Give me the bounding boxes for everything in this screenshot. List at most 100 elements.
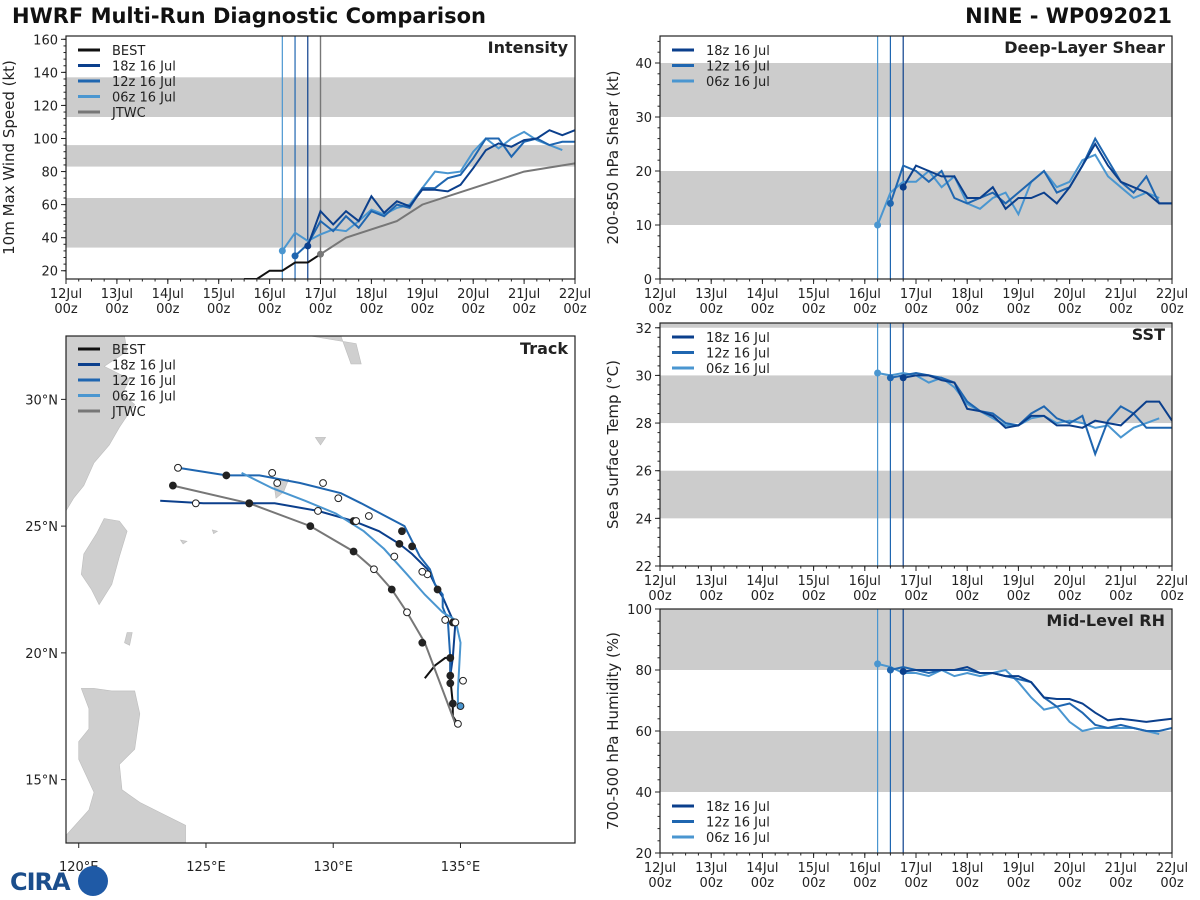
sst-xtick-label: 00z xyxy=(700,589,724,604)
sst-xtick-label: 16Jul xyxy=(849,574,881,589)
shear-xtick-label: 00z xyxy=(904,302,928,317)
shear-xtick-label: 00z xyxy=(1007,302,1031,317)
land-amami xyxy=(314,437,327,446)
rh-panel-title: Mid-Level RH xyxy=(1046,611,1165,630)
rh-xtick-label: 00z xyxy=(648,876,672,891)
track-marker-r12 xyxy=(364,512,373,520)
sst-series-start-r18 xyxy=(899,374,907,382)
shear-ytick-label: 30 xyxy=(635,111,652,126)
rh-xtick-label: 19Jul xyxy=(1002,861,1034,876)
intensity-legend-label: 06z 16 Jul xyxy=(112,91,176,106)
intensity-xtick-label: 00z xyxy=(411,302,435,317)
track-lon-label: 130°E xyxy=(313,860,353,875)
shear-legend-label: 18z 16 Jul xyxy=(706,44,770,59)
sst-xtick-label: 21Jul xyxy=(1105,574,1137,589)
track-series-r12 xyxy=(177,466,452,684)
sst-xtick-label: 12Jul xyxy=(644,574,676,589)
track-marker-jtwc xyxy=(387,585,396,594)
rh-xtick-label: 21Jul xyxy=(1105,861,1137,876)
intensity-xtick-label: 00z xyxy=(54,302,78,317)
rh-xtick-label: 00z xyxy=(802,876,826,891)
intensity-legend-label: 12z 16 Jul xyxy=(112,75,176,90)
sst-ytick-label: 24 xyxy=(635,512,652,527)
rh-xtick-label: 00z xyxy=(1007,876,1031,891)
shear-xtick-label: 20Jul xyxy=(1053,287,1085,302)
rh-ytick-label: 20 xyxy=(635,847,652,862)
intensity-xtick-label: 17Jul xyxy=(304,287,336,302)
rh-xtick-label: 20Jul xyxy=(1053,861,1085,876)
track-legend-label: BEST xyxy=(112,343,145,358)
intensity-series-r12 xyxy=(294,137,575,257)
track-marker-r18 xyxy=(395,539,404,548)
intensity-series-start-r06 xyxy=(278,247,286,255)
track-marker-best xyxy=(454,719,462,728)
sst-xtick-label: 00z xyxy=(802,589,826,604)
rh-legend-label: 12z 16 Jul xyxy=(706,816,770,831)
rh-series-r06 xyxy=(877,662,1160,735)
intensity-ytick-label: 40 xyxy=(41,232,58,247)
track-marker-r18 xyxy=(314,507,322,515)
storm-id: NINE - WP092021 xyxy=(965,4,1172,28)
rh-ytick-label: 40 xyxy=(635,786,652,801)
rh-panel: 12Jul00z13Jul00z14Jul00z15Jul00z16Jul00z… xyxy=(604,603,1188,891)
rh-band xyxy=(660,731,1172,792)
intensity-xtick-label: 13Jul xyxy=(101,287,133,302)
track-marker-best xyxy=(448,699,457,708)
logo-mark-icon xyxy=(78,866,108,896)
intensity-legend-label: JTWC xyxy=(111,106,146,121)
track-legend-label: JTWC xyxy=(111,405,146,420)
track-marker-r18 xyxy=(433,585,442,594)
shear-plot-area xyxy=(660,36,1172,279)
rh-ylabel: 700-500 hPa Humidity (%) xyxy=(604,632,622,830)
shear-xtick-label: 00z xyxy=(751,302,775,317)
intensity-series-jtwc xyxy=(319,162,575,256)
sst-panel: 12Jul00z13Jul00z14Jul00z15Jul00z16Jul00z… xyxy=(604,322,1188,604)
land-ishigaki xyxy=(179,539,188,545)
intensity-ytick-label: 120 xyxy=(33,99,58,114)
shear-xtick-label: 00z xyxy=(1109,302,1133,317)
shear-xtick-label: 00z xyxy=(1160,302,1184,317)
track-marker-r18 xyxy=(191,499,200,508)
land-miyako xyxy=(211,529,219,535)
intensity-series-best xyxy=(244,253,322,279)
shear-xtick-label: 15Jul xyxy=(797,287,829,302)
track-marker-jtwc xyxy=(349,547,358,556)
intensity-ylabel: 10m Max Wind Speed (kt) xyxy=(0,60,18,255)
rh-xtick-label: 18Jul xyxy=(951,861,983,876)
track-marker-jtwc xyxy=(370,565,378,574)
logo-text: CIRA xyxy=(10,868,71,896)
shear-xtick-label: 22Jul xyxy=(1156,287,1188,302)
sst-ylabel: Sea Surface Temp (°C) xyxy=(604,360,622,529)
intensity-ytick-label: 160 xyxy=(33,33,58,48)
intensity-series-start-jtwc xyxy=(317,250,324,258)
land-kyushu xyxy=(310,336,362,365)
rh-band xyxy=(660,609,1172,670)
track-marker-r06 xyxy=(390,552,399,561)
track-marker-r18 xyxy=(245,499,254,508)
track-marker-r18 xyxy=(408,542,417,551)
shear-xtick-label: 00z xyxy=(956,302,980,317)
track-marker-r06 xyxy=(268,468,277,477)
intensity-xtick-label: 18Jul xyxy=(355,287,387,302)
intensity-panel-title: Intensity xyxy=(488,38,569,57)
rh-xtick-label: 16Jul xyxy=(849,861,881,876)
sst-ytick-label: 32 xyxy=(635,322,652,337)
intensity-xtick-label: 16Jul xyxy=(253,287,285,302)
rh-ytick-label: 60 xyxy=(635,725,652,740)
rh-xtick-label: 15Jul xyxy=(797,861,829,876)
sst-xtick-label: 20Jul xyxy=(1053,574,1085,589)
rh-plot-area xyxy=(660,609,1172,853)
sst-xtick-label: 00z xyxy=(648,589,672,604)
rh-series-start-r18 xyxy=(899,668,907,676)
track-lat-label: 20°N xyxy=(25,647,58,662)
track-marker-best xyxy=(446,654,455,662)
shear-panel: 12Jul00z13Jul00z14Jul00z15Jul00z16Jul00z… xyxy=(604,35,1188,317)
rh-series-r18 xyxy=(903,665,1172,723)
sst-xtick-label: 00z xyxy=(1007,589,1031,604)
intensity-ytick-label: 80 xyxy=(41,166,58,181)
sst-xtick-label: 00z xyxy=(853,589,877,604)
shear-xtick-label: 19Jul xyxy=(1002,287,1034,302)
sst-xtick-label: 22Jul xyxy=(1156,574,1188,589)
track-marker-r12 xyxy=(446,679,455,688)
track-marker-jtwc xyxy=(306,522,315,531)
